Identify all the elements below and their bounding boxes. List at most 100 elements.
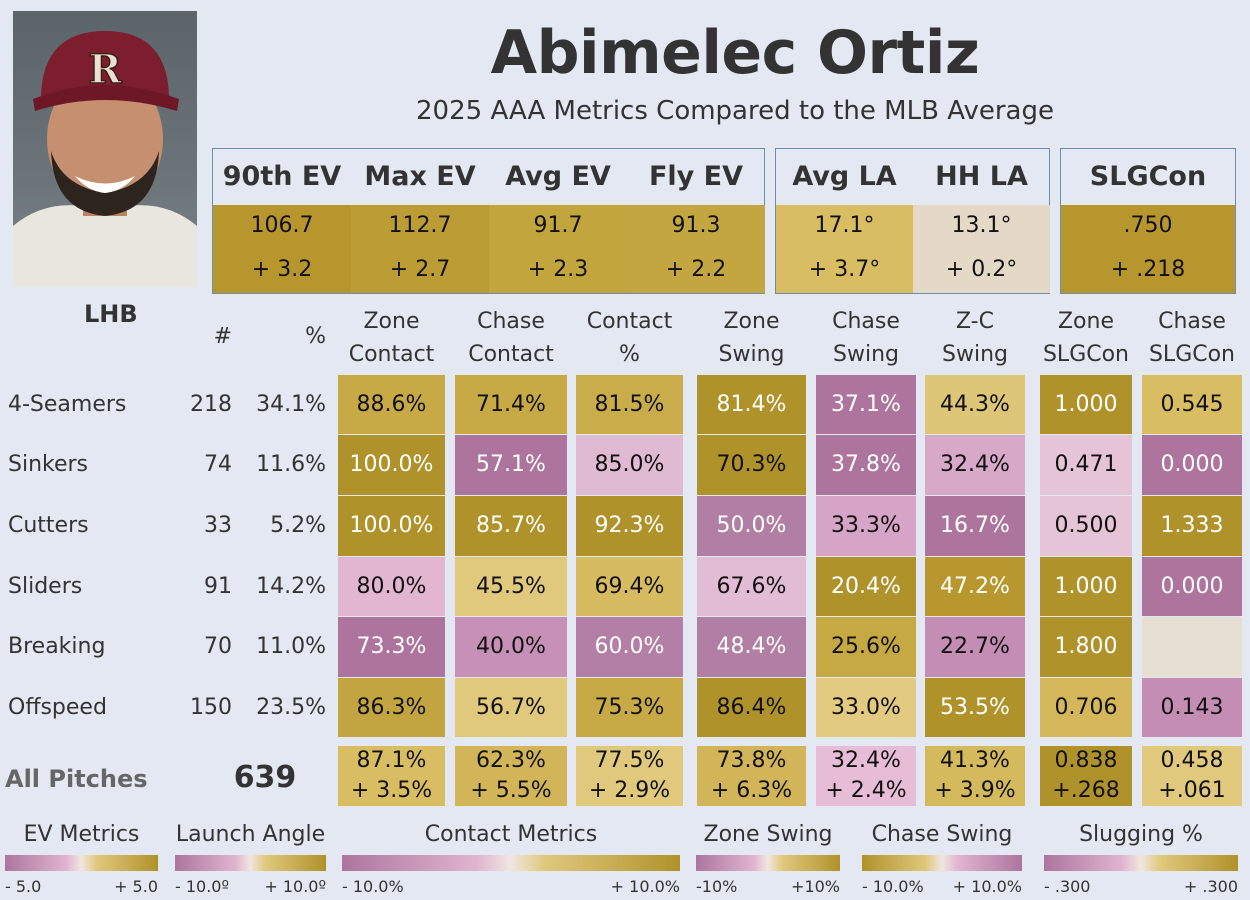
row-count: 150 — [190, 694, 232, 720]
column-header: Zone SLGCon — [1034, 305, 1138, 371]
legend-max: + .300 — [1183, 877, 1238, 896]
all-diff: + 5.5% — [470, 778, 552, 803]
metric-cell: 45.5% — [455, 557, 567, 616]
metric-cell: 16.7% — [925, 496, 1025, 556]
row-count: 218 — [190, 391, 232, 417]
all-diff: +.061 — [1158, 778, 1226, 803]
metric-diff: + 3.2 — [251, 257, 313, 282]
legend-min: - 5.0 — [5, 877, 42, 896]
all-pitches-count: 639 — [233, 760, 297, 795]
metric-cell: 22.7% — [925, 617, 1025, 677]
metric-value-cell: 106.7 + 3.2 — [213, 205, 351, 293]
all-diff: + 3.9% — [934, 778, 1016, 803]
legend-title: Launch Angle — [175, 822, 326, 847]
all-pitches-cell: 62.3% + 5.5% — [455, 746, 567, 806]
metric-value: .750 — [1123, 213, 1173, 238]
all-diff: + 2.9% — [588, 778, 671, 803]
metric-cell: 85.7% — [455, 496, 567, 556]
metric-cell: 32.4% — [925, 435, 1025, 495]
legend-title: Contact Metrics — [424, 822, 598, 847]
legend-max: +10% — [791, 877, 840, 896]
all-pitches-cell: 87.1% + 3.5% — [338, 746, 445, 806]
column-header-line1: Chase — [477, 309, 545, 334]
legend-title: Zone Swing — [703, 822, 833, 847]
page-title: Abimelec Ortiz — [490, 18, 980, 88]
metric-label: Fly EV — [648, 161, 744, 192]
column-header-line1: Chase — [1158, 309, 1226, 334]
row-pitch-type: Sliders — [8, 573, 83, 599]
legend-gradient-bar — [1044, 855, 1238, 871]
metric-cell: 37.8% — [816, 435, 916, 495]
column-header-line1: Z-C — [956, 309, 994, 334]
metric-cell: 100.0% — [338, 496, 445, 556]
metric-value: 112.7 — [388, 213, 452, 238]
metric-label: Avg LA — [792, 161, 897, 192]
metric-cell: 85.0% — [576, 435, 683, 495]
metric-cell: 1.000 — [1040, 557, 1132, 616]
metric-value-cell: 91.3 + 2.2 — [627, 205, 765, 293]
row-pitch-type: Sinkers — [8, 452, 89, 477]
metric-cell: 33.0% — [816, 678, 916, 737]
all-value: 73.8% — [716, 748, 787, 773]
row-pct: 5.2% — [270, 513, 326, 538]
column-header-line2: % — [619, 342, 640, 367]
metric-label: 90th EV — [222, 161, 342, 192]
metric-value-cell: 112.7 + 2.7 — [351, 205, 489, 293]
all-value: 0.838 — [1054, 748, 1118, 773]
column-header-line2: Swing — [718, 342, 785, 367]
column-header-line2: Swing — [833, 342, 899, 367]
all-value: 32.4% — [831, 748, 901, 773]
metric-cell: 88.6% — [338, 375, 445, 434]
metric-cell: 0.500 — [1040, 496, 1132, 556]
all-value: 87.1% — [356, 748, 427, 773]
legend-gradient-bar — [342, 855, 680, 871]
legend-gradient-bar — [175, 855, 326, 871]
metric-value-cell: 13.1° + 0.2° — [913, 205, 1050, 293]
metric-cell: 50.0% — [697, 496, 806, 556]
metric-cell: 67.6% — [697, 557, 806, 616]
slgcon-box: SLGCon .750 + .218 — [1060, 148, 1236, 294]
metric-cell: 81.4% — [697, 375, 806, 434]
metric-diff: + 2.3 — [527, 257, 589, 282]
row-pitch-type: Cutters — [8, 513, 89, 538]
metric-cell: 0.143 — [1142, 678, 1242, 737]
count-header: # — [213, 324, 232, 349]
all-value: 77.5% — [594, 748, 665, 773]
row-pitch-type: Breaking — [8, 634, 106, 659]
metric-label: SLGCon — [1089, 161, 1207, 192]
metric-value: 13.1° — [951, 213, 1012, 238]
column-header-line2: SLGCon — [1042, 342, 1130, 367]
legend-min: - 10.0% — [862, 877, 924, 896]
metric-cell: 75.3% — [576, 678, 683, 737]
legend-min: - 10.0º — [175, 877, 230, 896]
metric-cell: 71.4% — [455, 375, 567, 434]
row-count: 91 — [204, 573, 232, 599]
column-header-line1: Contact — [586, 309, 673, 334]
column-header: Zone Contact — [332, 305, 451, 371]
column-header-line1: Chase — [832, 309, 900, 334]
legend-max: + 10.0% — [952, 877, 1022, 896]
row-count: 74 — [204, 452, 232, 477]
legend-max: + 5.0 — [114, 877, 158, 896]
legend-gradient-bar — [862, 855, 1022, 871]
metric-cell: 48.4% — [697, 617, 806, 677]
metric-cell: 0.000 — [1142, 557, 1242, 616]
metric-value: 91.3 — [671, 213, 721, 238]
legend-min: - 10.0% — [342, 877, 404, 896]
column-header: Chase Contact — [449, 305, 573, 371]
ev-metrics-box: 90th EV 106.7 + 3.2 Max EV 112.7 + 2.7 Avg EV 9… — [212, 148, 765, 294]
column-header-line2: Contact — [348, 342, 435, 367]
all-pitches-cell: 0.458 +.061 — [1142, 746, 1242, 806]
metric-cell: 60.0% — [576, 617, 683, 677]
launch-angle-box: Avg LA 17.1° + 3.7° HH LA 13.1° + 0.2° — [775, 148, 1050, 294]
metric-label: Avg EV — [505, 161, 611, 192]
metric-cell: 1.000 — [1040, 375, 1132, 434]
legend-gradient-bar — [5, 855, 158, 871]
all-value: 62.3% — [476, 748, 546, 773]
row-pct: 11.0% — [256, 634, 326, 659]
metric-value: 106.7 — [250, 213, 314, 238]
row-pct: 34.1% — [256, 391, 326, 417]
row-pct: 11.6% — [256, 452, 326, 477]
row-pitch-type: 4-Seamers — [8, 391, 127, 417]
metric-label: HH LA — [935, 161, 1028, 192]
